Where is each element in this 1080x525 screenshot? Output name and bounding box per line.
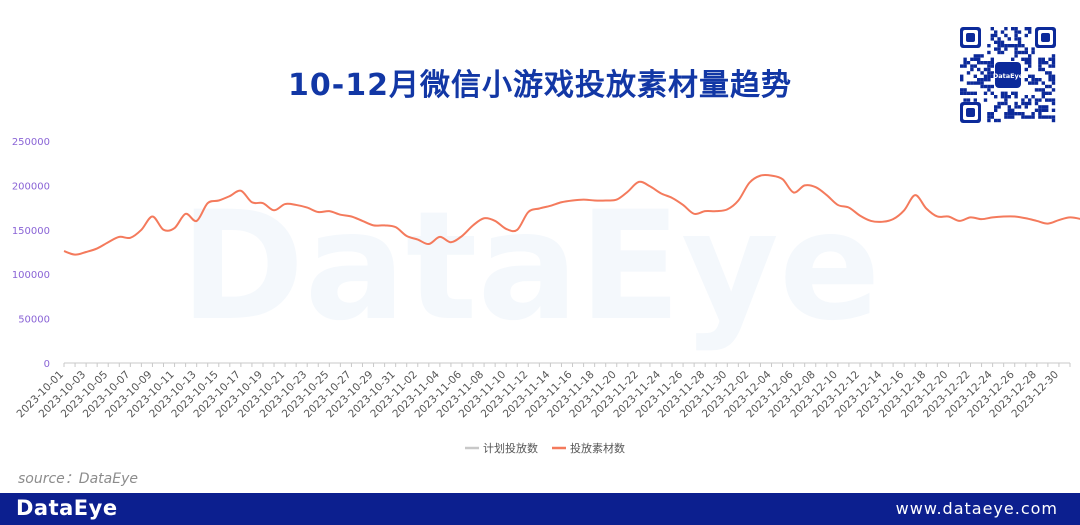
y-tick-label: 0 xyxy=(44,359,50,370)
y-tick-label: 200000 xyxy=(12,181,50,192)
x-axis: 2023-10-012023-10-032023-10-052023-10-07… xyxy=(14,362,1071,420)
y-tick-label: 50000 xyxy=(18,315,50,326)
qr-center-logo-bg xyxy=(995,62,1021,88)
footer-url: www.dataeye.com xyxy=(895,499,1058,518)
source-note: source：DataEye xyxy=(18,471,138,487)
series-layer xyxy=(63,173,1080,256)
legend-label[interactable]: 投放素材数 xyxy=(570,441,625,455)
qr-finder-bottom-left xyxy=(960,102,981,123)
qr-finder-top-right xyxy=(1035,27,1056,48)
legend: 计划投放数 投放素材数 xyxy=(465,441,625,455)
qr-code-modules xyxy=(960,27,1056,123)
footer-logo: DataEye xyxy=(16,496,118,520)
legend-label[interactable]: 计划投放数 xyxy=(483,441,538,455)
y-tick-label: 250000 xyxy=(12,137,50,148)
qr-finder-top-left xyxy=(960,27,981,48)
y-tick-label: 150000 xyxy=(12,226,50,237)
y-tick-label: 100000 xyxy=(12,270,50,281)
y-axis: 0 50000 100000 150000 200000 250000 xyxy=(12,137,50,370)
watermark: DataEye xyxy=(180,180,881,354)
series-line-投放素材数 xyxy=(63,173,1080,256)
footer-bar: DataEye www.dataeye.com xyxy=(0,493,1080,525)
qr-center-logo: DataEye xyxy=(993,72,1024,80)
line-chart: DataEye 0 50000 100000 150000 200000 250000 2… xyxy=(12,137,1080,455)
qr-code-image: DataEye xyxy=(957,24,1059,126)
page-title: 10-12月微信小游戏投放素材量趋势 xyxy=(288,68,792,103)
